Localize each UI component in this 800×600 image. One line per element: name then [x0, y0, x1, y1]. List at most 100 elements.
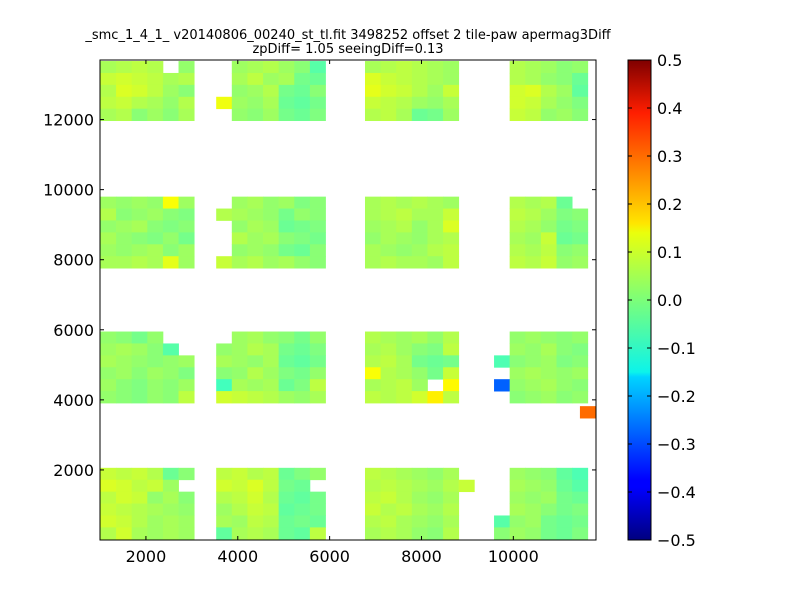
heatmap-cell [540, 61, 557, 74]
heatmap-cell [116, 208, 133, 221]
heatmap-cell [131, 244, 148, 257]
heatmap-cell [380, 515, 397, 528]
heatmap-cell [411, 220, 428, 233]
heatmap-cell [443, 96, 460, 110]
heatmap-cell [443, 467, 460, 481]
heatmap-cell [131, 84, 148, 98]
heatmap-cell [572, 379, 589, 392]
heatmap-cell [147, 72, 164, 86]
heatmap-cell [380, 355, 397, 368]
heatmap-cell [100, 467, 117, 481]
heatmap-cell [380, 343, 397, 356]
heatmap-cell [509, 220, 526, 233]
heatmap-cell [247, 232, 264, 245]
heatmap-cell [178, 96, 195, 110]
heatmap-cell [294, 491, 311, 504]
heatmap-cell [263, 256, 280, 269]
heatmap-cell [247, 491, 264, 504]
heatmap-cell [231, 515, 248, 528]
heatmap-cell [231, 503, 248, 516]
heatmap-cell [525, 479, 542, 493]
heatmap-cell [509, 61, 526, 74]
heatmap-cell [294, 479, 311, 493]
heatmap-cell [380, 208, 397, 221]
heatmap-cell [100, 515, 117, 528]
heatmap-cell [263, 331, 280, 344]
heatmap-cell [556, 467, 573, 481]
heatmap-cell [216, 256, 233, 269]
heatmap-cell [278, 331, 295, 344]
heatmap-cell [540, 244, 557, 257]
colorbar-tick-label: 0.1 [657, 243, 682, 262]
heatmap-cell [100, 367, 117, 380]
heatmap-cell [231, 108, 248, 122]
heatmap-cell [162, 467, 179, 481]
heatmap-cell [380, 244, 397, 257]
heatmap-cell [247, 479, 264, 493]
heatmap-cell [309, 72, 326, 86]
heatmap-cell [116, 256, 133, 269]
heatmap-cell [364, 108, 381, 122]
heatmap-cell [116, 331, 133, 344]
heatmap-cell [509, 491, 526, 504]
heatmap-cell [263, 196, 280, 209]
heatmap-cell [380, 72, 397, 86]
heatmap-cell [411, 391, 428, 404]
heatmap-cell [247, 527, 264, 540]
heatmap-cell [263, 96, 280, 110]
heatmap-cell [247, 208, 264, 221]
heatmap-cell [396, 196, 413, 209]
heatmap-cell [309, 208, 326, 221]
heatmap-cell [380, 256, 397, 269]
heatmap-cell [147, 108, 164, 122]
heatmap-cell [116, 108, 133, 122]
heatmap-cell [572, 72, 589, 86]
heatmap-cell [556, 108, 573, 122]
heatmap-cell [396, 331, 413, 344]
heatmap-cell [396, 244, 413, 257]
heatmap-cell [294, 72, 311, 86]
heatmap-cell [247, 367, 264, 380]
heatmap-cell [411, 256, 428, 269]
heatmap-cell [525, 96, 542, 110]
heatmap-cell [178, 196, 195, 209]
heatmap-cell [509, 467, 526, 481]
heatmap-cell [116, 491, 133, 504]
heatmap-cell [100, 479, 117, 493]
heatmap-cell [247, 343, 264, 356]
heatmap-cell [162, 232, 179, 245]
heatmap-cell [411, 503, 428, 516]
y-tick-label: 4000 [53, 391, 94, 410]
heatmap-cell [162, 244, 179, 257]
heatmap-cell [572, 391, 589, 404]
heatmap-cell [131, 355, 148, 368]
heatmap-cell [116, 196, 133, 209]
heatmap-cell [247, 391, 264, 404]
heatmap-cell [162, 379, 179, 392]
heatmap-cell [131, 331, 148, 344]
heatmap-cell [380, 61, 397, 74]
heatmap-cell [147, 244, 164, 257]
heatmap-cell [540, 467, 557, 481]
heatmap-cell [411, 331, 428, 344]
heatmap-cell [100, 527, 117, 540]
heatmap-cell [178, 232, 195, 245]
heatmap-cell [263, 220, 280, 233]
heatmap-cell [131, 367, 148, 380]
heatmap-cell [411, 84, 428, 98]
heatmap-cell [443, 196, 460, 209]
heatmap-cell [427, 391, 444, 404]
heatmap-cell [131, 256, 148, 269]
colorbar-tick-label: 0.3 [657, 147, 682, 166]
heatmap-cell [231, 96, 248, 110]
heatmap-cell [427, 515, 444, 528]
heatmap-cell [294, 515, 311, 528]
heatmap-cell [364, 527, 381, 540]
heatmap-cell [572, 331, 589, 344]
heatmap-cell [278, 208, 295, 221]
heatmap-cell [231, 491, 248, 504]
heatmap-cell [147, 391, 164, 404]
heatmap-cell [216, 96, 233, 110]
heatmap-cell [540, 196, 557, 209]
heatmap-cell [396, 72, 413, 86]
